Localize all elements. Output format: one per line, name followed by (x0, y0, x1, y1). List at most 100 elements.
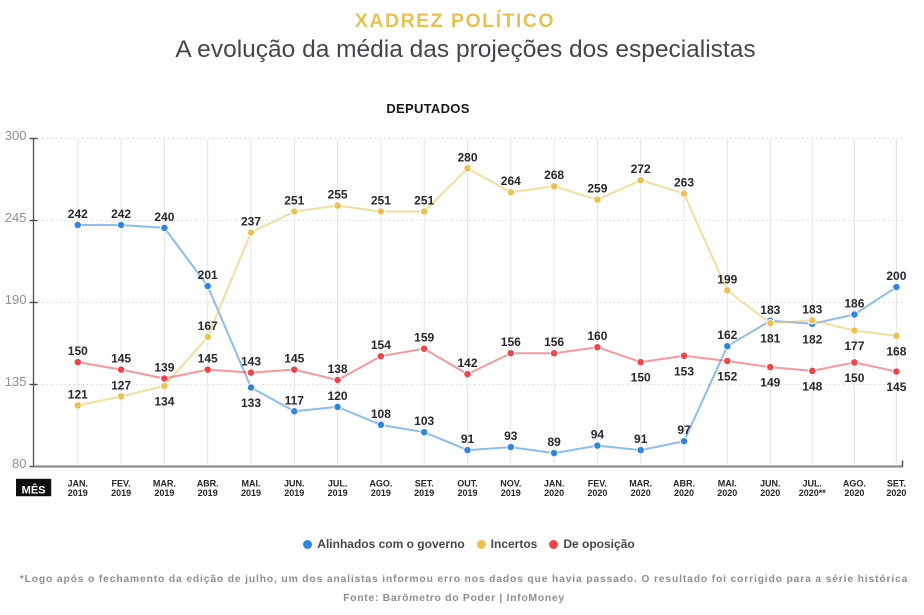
svg-text:2020: 2020 (544, 488, 564, 498)
svg-text:AGO.: AGO. (369, 479, 392, 489)
svg-text:148: 148 (802, 379, 822, 393)
svg-text:162: 162 (717, 328, 737, 342)
svg-text:245: 245 (5, 210, 27, 225)
svg-text:134: 134 (154, 395, 174, 409)
svg-text:2020: 2020 (631, 488, 651, 498)
svg-text:150: 150 (631, 371, 651, 385)
svg-text:259: 259 (587, 182, 607, 196)
svg-text:255: 255 (328, 188, 348, 202)
svg-text:152: 152 (717, 370, 737, 384)
svg-text:149: 149 (760, 376, 780, 390)
svg-text:91: 91 (634, 432, 648, 446)
svg-text:103: 103 (414, 414, 434, 428)
svg-text:MAI.: MAI. (242, 479, 261, 489)
svg-text:120: 120 (328, 389, 348, 403)
svg-text:168: 168 (886, 344, 906, 358)
svg-text:JUL.: JUL. (803, 479, 823, 489)
svg-text:80: 80 (12, 456, 26, 471)
svg-text:264: 264 (501, 174, 521, 188)
svg-text:200: 200 (886, 269, 906, 283)
svg-text:154: 154 (371, 338, 391, 352)
svg-text:150: 150 (844, 371, 864, 385)
svg-text:2019: 2019 (371, 488, 391, 498)
svg-text:2020: 2020 (674, 488, 694, 498)
svg-text:94: 94 (591, 428, 605, 442)
svg-text:91: 91 (461, 432, 475, 446)
svg-text:139: 139 (154, 361, 174, 375)
svg-text:2019: 2019 (414, 488, 434, 498)
svg-text:2020: 2020 (587, 488, 607, 498)
svg-text:150: 150 (68, 344, 88, 358)
svg-text:JAN.: JAN. (68, 479, 89, 489)
svg-text:MAI.: MAI. (718, 479, 737, 489)
svg-text:135: 135 (5, 374, 27, 389)
svg-text:159: 159 (414, 331, 434, 345)
svg-text:97: 97 (677, 423, 691, 437)
svg-text:237: 237 (241, 214, 261, 228)
svg-text:2019: 2019 (284, 488, 304, 498)
svg-text:280: 280 (457, 150, 477, 164)
svg-text:242: 242 (68, 207, 88, 221)
svg-text:2019: 2019 (111, 488, 131, 498)
svg-text:263: 263 (674, 176, 694, 190)
svg-text:JUN.: JUN. (760, 479, 781, 489)
svg-text:NOV.: NOV. (500, 479, 521, 489)
svg-text:251: 251 (371, 194, 391, 208)
svg-text:138: 138 (328, 362, 348, 376)
svg-text:127: 127 (111, 378, 131, 392)
svg-text:160: 160 (587, 329, 607, 343)
svg-text:117: 117 (285, 393, 305, 407)
svg-text:JUL.: JUL. (328, 479, 348, 489)
svg-text:2020: 2020 (844, 488, 864, 498)
svg-text:240: 240 (154, 210, 174, 224)
svg-text:142: 142 (457, 356, 477, 370)
svg-text:199: 199 (717, 273, 737, 287)
svg-text:177: 177 (844, 339, 864, 353)
svg-text:MÊS: MÊS (22, 483, 46, 496)
svg-text:2019: 2019 (501, 488, 521, 498)
svg-text:251: 251 (284, 194, 304, 208)
svg-text:AGO.: AGO. (843, 479, 866, 489)
svg-text:242: 242 (111, 207, 131, 221)
svg-text:183: 183 (802, 302, 822, 316)
svg-text:2019: 2019 (241, 488, 261, 498)
svg-text:2020: 2020 (760, 488, 780, 498)
svg-text:OUT.: OUT. (457, 479, 478, 489)
svg-text:JUN.: JUN. (284, 479, 305, 489)
svg-text:145: 145 (111, 352, 131, 366)
svg-text:JAN.: JAN. (544, 479, 565, 489)
svg-text:ABR.: ABR. (673, 479, 695, 489)
svg-text:108: 108 (371, 407, 391, 421)
svg-text:121: 121 (68, 387, 88, 401)
svg-text:181: 181 (760, 332, 780, 346)
svg-text:2020**: 2020** (799, 488, 827, 498)
svg-text:300: 300 (5, 128, 27, 143)
svg-text:182: 182 (802, 332, 822, 346)
svg-text:145: 145 (886, 380, 906, 394)
svg-text:2020: 2020 (886, 488, 906, 498)
svg-text:156: 156 (501, 335, 521, 349)
svg-text:SET.: SET. (415, 479, 434, 489)
svg-text:MAR.: MAR. (629, 479, 652, 489)
svg-text:133: 133 (241, 396, 261, 410)
svg-text:SET.: SET. (887, 479, 906, 489)
svg-text:2020: 2020 (717, 488, 737, 498)
svg-text:143: 143 (241, 355, 261, 369)
svg-text:186: 186 (844, 297, 864, 311)
svg-text:2019: 2019 (154, 488, 174, 498)
svg-text:183: 183 (760, 303, 780, 317)
svg-text:FEV.: FEV. (588, 479, 607, 489)
svg-text:268: 268 (544, 168, 564, 182)
svg-text:251: 251 (414, 194, 434, 208)
svg-text:2019: 2019 (457, 488, 477, 498)
svg-text:201: 201 (198, 268, 218, 282)
svg-text:2019: 2019 (198, 488, 218, 498)
svg-text:167: 167 (198, 319, 218, 333)
svg-text:156: 156 (544, 335, 564, 349)
svg-text:MAR.: MAR. (153, 479, 176, 489)
svg-text:FEV.: FEV. (112, 479, 131, 489)
svg-text:190: 190 (5, 292, 27, 307)
svg-text:89: 89 (547, 435, 561, 449)
svg-text:145: 145 (284, 352, 304, 366)
svg-text:153: 153 (674, 364, 694, 378)
